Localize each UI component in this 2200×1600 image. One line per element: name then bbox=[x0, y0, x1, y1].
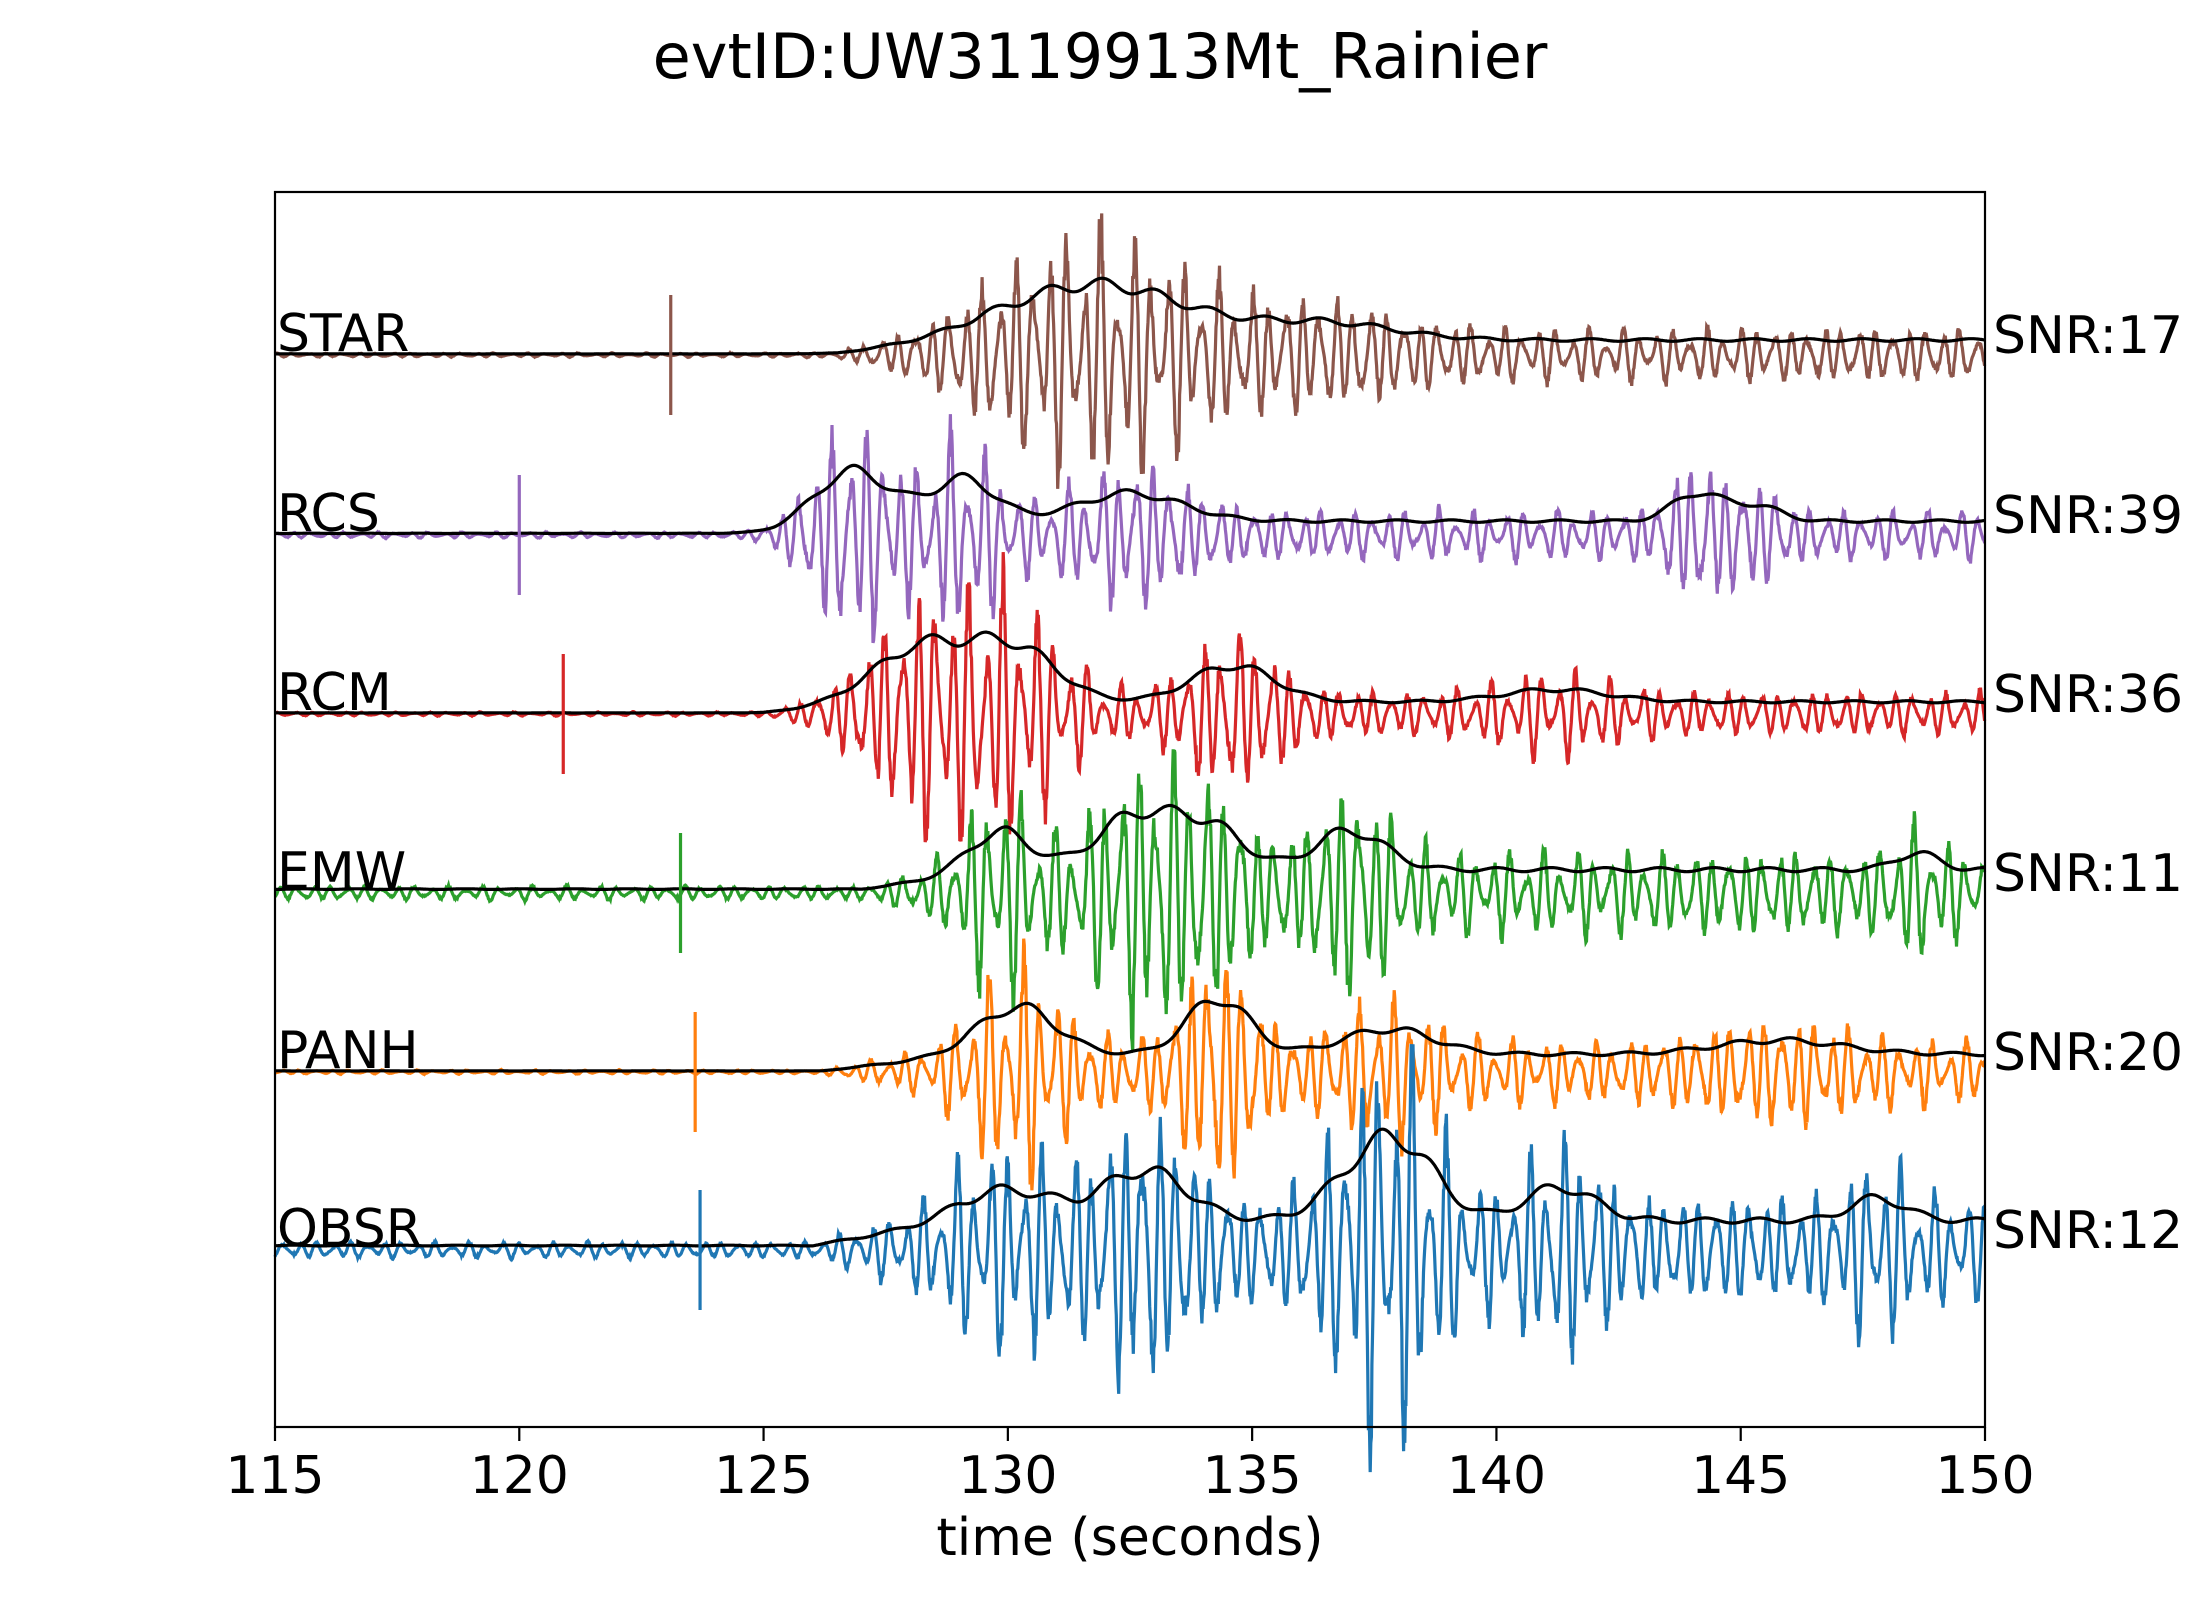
envelope-rcm bbox=[275, 630, 1985, 715]
x-tick-label: 140 bbox=[1447, 1446, 1546, 1506]
snr-label-rcs: SNR:39 bbox=[1993, 486, 2183, 546]
x-tick-label: 145 bbox=[1691, 1446, 1790, 1506]
envelope-panh bbox=[275, 999, 1985, 1073]
waveform-obsr bbox=[273, 1044, 1987, 1473]
station-label-rcs: RCS bbox=[277, 484, 380, 544]
traces-group: STAR SNR:17 RCS SNR:39 RCM SNR:36 EMW SNR:11 PAN… bbox=[273, 213, 2183, 1473]
snr-label-panh: SNR:20 bbox=[1993, 1023, 2183, 1083]
waveform-rcm bbox=[273, 552, 1987, 843]
station-label-obsr: OBSR bbox=[277, 1199, 422, 1259]
x-axis: 115 120 125 130 135 140 145 150 bbox=[225, 1427, 2035, 1506]
station-label-star: STAR bbox=[277, 304, 409, 364]
snr-label-rcm: SNR:36 bbox=[1993, 665, 2183, 725]
envelope-star bbox=[275, 276, 1985, 356]
waveform-emw bbox=[273, 749, 1987, 1053]
chart-title: evtID:UW3119913Mt_Rainier bbox=[653, 20, 1548, 93]
x-tick-label: 120 bbox=[470, 1446, 569, 1506]
x-tick-label: 130 bbox=[958, 1446, 1057, 1506]
envelope-rcs bbox=[275, 463, 1985, 536]
x-tick-label: 150 bbox=[1935, 1446, 2034, 1506]
x-tick-label: 135 bbox=[1203, 1446, 1302, 1506]
snr-label-emw: SNR:11 bbox=[1993, 844, 2183, 904]
envelope-emw bbox=[275, 803, 1985, 891]
waveform-star bbox=[273, 213, 1987, 489]
station-label-emw: EMW bbox=[277, 842, 406, 902]
plot-frame bbox=[273, 190, 1987, 1429]
x-axis-label: time (seconds) bbox=[936, 1508, 1323, 1568]
x-tick-label: 115 bbox=[225, 1446, 324, 1506]
snr-label-star: SNR:17 bbox=[1993, 306, 2183, 366]
station-label-rcm: RCM bbox=[277, 663, 392, 723]
waveform-rcs bbox=[274, 414, 1986, 644]
x-tick-label: 125 bbox=[714, 1446, 813, 1506]
snr-label-obsr: SNR:12 bbox=[1993, 1201, 2183, 1261]
station-label-panh: PANH bbox=[277, 1021, 419, 1081]
envelope-obsr bbox=[274, 1127, 1985, 1248]
